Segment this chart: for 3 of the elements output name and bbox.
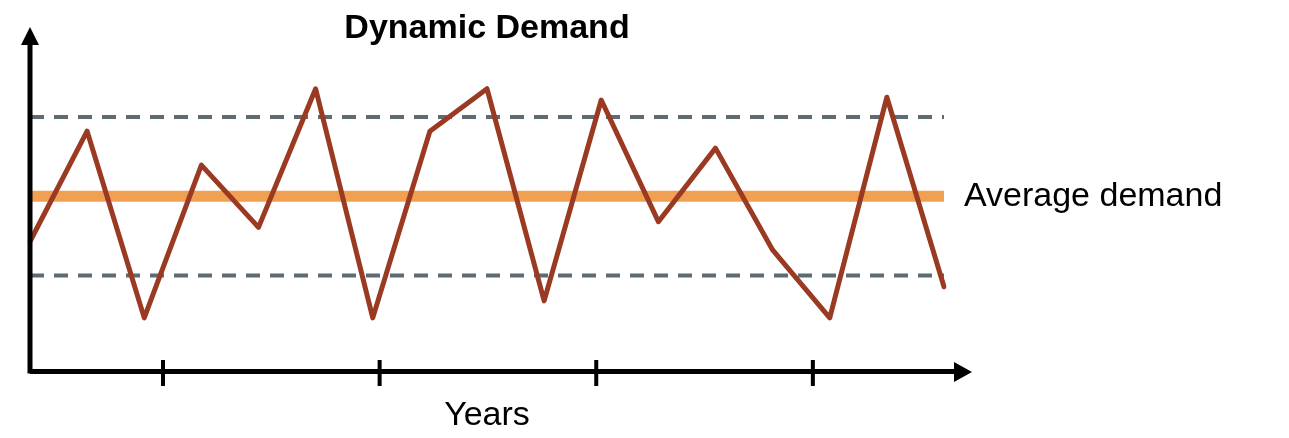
- ref-line-label: Average demand: [964, 174, 1223, 213]
- chart-title: Dynamic Demand: [344, 6, 630, 45]
- x-axis-title: Years: [444, 393, 530, 432]
